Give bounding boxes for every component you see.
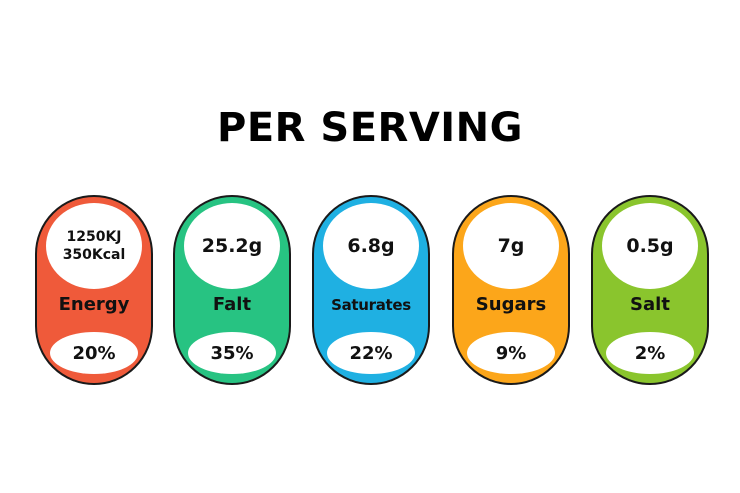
amount-value: 6.8g — [347, 235, 395, 257]
amount-value: 25.2g — [201, 235, 263, 257]
amount-circle: 0.5g — [602, 203, 698, 289]
label-fat: 25.2g Falt 35% — [173, 195, 291, 385]
percent-value: 9% — [467, 332, 555, 374]
nutrition-labels: 1250KJ 350Kcal Energy 20% 25.2g Falt 35%… — [35, 195, 709, 390]
label-energy: 1250KJ 350Kcal Energy 20% — [35, 195, 153, 385]
amount-value: 7g — [497, 235, 525, 257]
nutrient-name: Falt — [212, 294, 252, 315]
amount-kcal: 350Kcal — [62, 247, 126, 263]
label-salt: 0.5g Salt 2% — [591, 195, 709, 385]
nutrient-name: Sugars — [475, 294, 547, 315]
amount-circle: 1250KJ 350Kcal — [46, 203, 142, 289]
percent-value: 2% — [606, 332, 694, 374]
label-saturates: 6.8g Saturates 22% — [312, 195, 430, 385]
percent-value: 20% — [50, 332, 138, 374]
nutrient-name: Saturates — [331, 296, 411, 314]
label-sugars: 7g Sugars 9% — [452, 195, 570, 385]
page-title: PER SERVING — [217, 105, 523, 151]
amount-circle: 7g — [463, 203, 559, 289]
amount-kj: 1250KJ — [66, 229, 122, 245]
amount-circle: 6.8g — [323, 203, 419, 289]
nutrient-name: Salt — [630, 294, 670, 315]
percent-value: 35% — [188, 332, 276, 374]
amount-circle: 25.2g — [184, 203, 280, 289]
nutrient-name: Energy — [58, 294, 130, 315]
amount-value: 0.5g — [626, 235, 674, 257]
percent-value: 22% — [327, 332, 415, 374]
